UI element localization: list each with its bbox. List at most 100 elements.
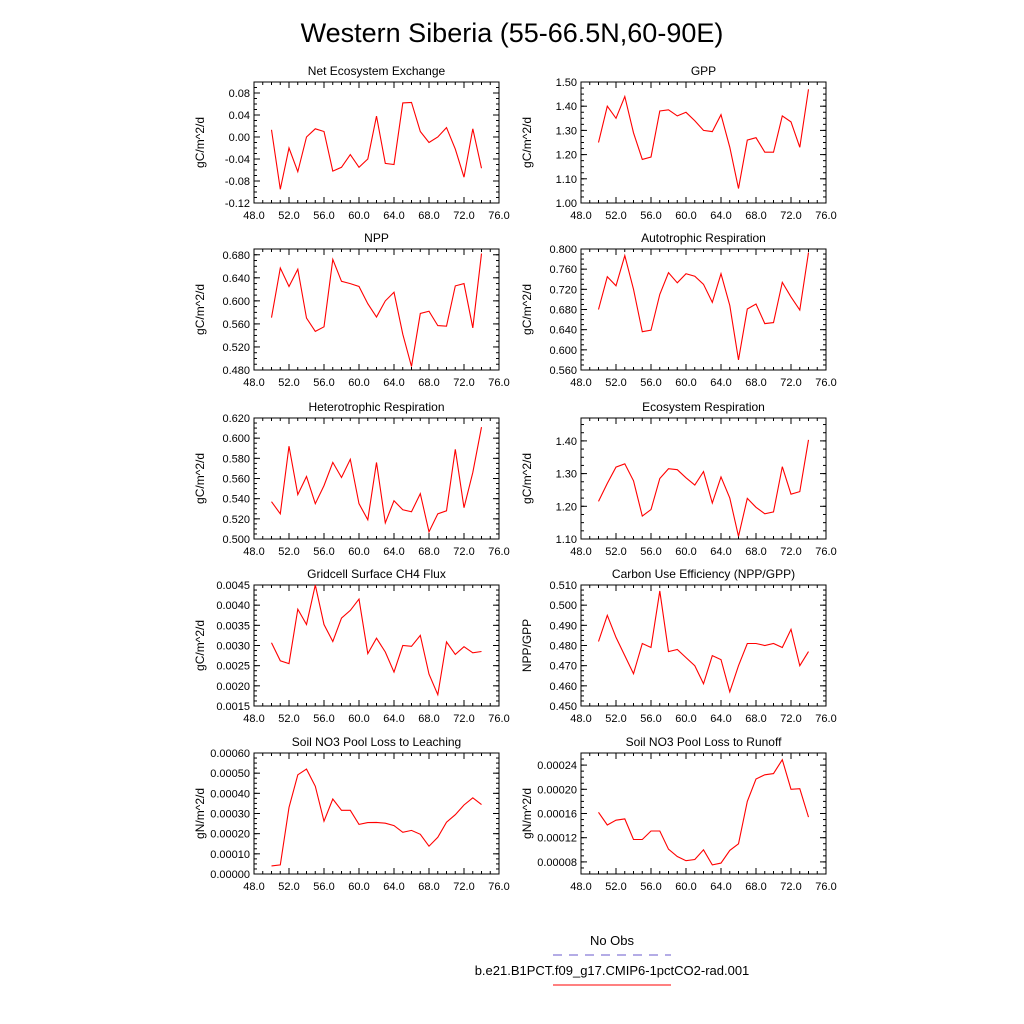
x-tick-label: 52.0 xyxy=(278,210,299,222)
y-tick-label: 0.600 xyxy=(549,345,577,357)
x-tick-label: 60.0 xyxy=(348,210,369,222)
x-tick-label: 52.0 xyxy=(605,377,626,389)
y-tick-label: 0.510 xyxy=(549,580,577,592)
x-tick-label: 52.0 xyxy=(605,210,626,222)
x-tick-label: 64.0 xyxy=(383,210,404,222)
y-tick-label: 0.0045 xyxy=(216,580,250,592)
series-line xyxy=(598,758,810,866)
x-tick-label: 56.0 xyxy=(313,377,334,389)
x-tick-label: 60.0 xyxy=(348,881,369,893)
x-tick-label: 72.0 xyxy=(453,546,474,558)
y-tick-label: 0.00008 xyxy=(537,857,577,869)
y-tick-label: 0.560 xyxy=(549,365,577,377)
y-tick-label: 0.560 xyxy=(222,319,250,331)
y-tick-label: 1.20 xyxy=(556,150,577,162)
x-tick-label: 68.0 xyxy=(745,546,766,558)
legend: No Obs b.e21.B1PCT.f09_g17.CMIP6-1pctCO2… xyxy=(440,928,780,998)
chart-panel-9: Soil NO3 Pool Loss to Runoff gN/m^2/d 48.0… xyxy=(520,735,837,893)
plot-frame xyxy=(253,248,500,371)
chart-panel-4: Heterotrophic Respiration gC/m^2/d 48.0 52.… xyxy=(193,400,510,558)
series-line xyxy=(598,439,810,537)
y-axis-label: NPP/GPP xyxy=(520,619,534,672)
panels: Net Ecosystem Exchange gC/m^2/d 48.0 52.0 56… xyxy=(193,64,837,893)
x-tick-label: 76.0 xyxy=(815,377,836,389)
y-axis-label: gN/m^2/d xyxy=(520,788,534,839)
chart-panel-7: Carbon Use Efficiency (NPP/GPP) NPP/GPP 48… xyxy=(520,567,837,725)
x-tick-label: 48.0 xyxy=(570,881,591,893)
x-tick-label: 48.0 xyxy=(570,210,591,222)
x-tick-label: 56.0 xyxy=(313,713,334,725)
chart-panel-6: Gridcell Surface CH4 Flux gC/m^2/d 48.0 52.… xyxy=(193,567,510,725)
x-tick-label: 60.0 xyxy=(675,377,696,389)
chart-panel-0: Net Ecosystem Exchange gC/m^2/d 48.0 52.0 56… xyxy=(193,64,510,222)
y-tick-label: 0.600 xyxy=(222,433,250,445)
y-tick-label: 0.460 xyxy=(549,681,577,693)
y-tick-label: 1.50 xyxy=(556,77,577,89)
y-tick-label: 0.00050 xyxy=(210,768,250,780)
panel-title: Soil NO3 Pool Loss to Leaching xyxy=(292,735,461,749)
x-tick-label: 48.0 xyxy=(243,210,264,222)
plot-frame xyxy=(253,417,500,540)
legend-label-model: b.e21.B1PCT.f09_g17.CMIP6-1pctCO2-rad.00… xyxy=(475,963,750,978)
x-tick-label: 76.0 xyxy=(815,546,836,558)
x-tick-label: 68.0 xyxy=(418,881,439,893)
y-tick-label: 1.30 xyxy=(556,469,577,481)
plot-frame xyxy=(253,81,500,204)
y-tick-label: 0.00000 xyxy=(210,869,250,881)
y-tick-label: 1.10 xyxy=(556,534,577,546)
y-tick-label: 0.450 xyxy=(549,701,577,713)
y-tick-label: 0.480 xyxy=(549,641,577,653)
x-tick-label: 68.0 xyxy=(745,713,766,725)
x-tick-label: 52.0 xyxy=(605,881,626,893)
panel-title: Heterotrophic Respiration xyxy=(308,400,444,414)
series-line xyxy=(597,89,810,189)
x-tick-label: 76.0 xyxy=(488,546,509,558)
x-tick-label: 48.0 xyxy=(243,377,264,389)
y-tick-label: 0.08 xyxy=(229,88,250,100)
chart-panel-5: Ecosystem Respiration gC/m^2/d 48.0 52.0 56.… xyxy=(520,400,837,558)
x-tick-label: 72.0 xyxy=(780,210,801,222)
y-tick-label: 0.00020 xyxy=(210,829,250,841)
x-tick-label: 72.0 xyxy=(780,377,801,389)
x-tick-label: 60.0 xyxy=(348,546,369,558)
series-line xyxy=(270,253,483,367)
y-tick-label: 0.00016 xyxy=(537,809,577,821)
x-tick-label: 56.0 xyxy=(640,210,661,222)
x-tick-label: 76.0 xyxy=(815,881,836,893)
x-tick-label: 68.0 xyxy=(418,210,439,222)
x-tick-label: 76.0 xyxy=(815,210,836,222)
y-axis-label: gC/m^2/d xyxy=(193,620,207,671)
x-tick-label: 48.0 xyxy=(570,377,591,389)
y-tick-label: 0.500 xyxy=(549,600,577,612)
x-tick-label: 60.0 xyxy=(348,377,369,389)
x-tick-label: 76.0 xyxy=(488,377,509,389)
y-tick-label: 0.600 xyxy=(222,296,250,308)
plot-frame xyxy=(253,584,500,707)
y-tick-label: 0.580 xyxy=(222,453,250,465)
y-tick-label: 0.800 xyxy=(549,244,577,256)
y-tick-label: 1.10 xyxy=(556,174,577,186)
y-tick-label: 0.00030 xyxy=(210,809,250,821)
x-tick-label: 60.0 xyxy=(675,881,696,893)
x-tick-label: 60.0 xyxy=(675,210,696,222)
x-tick-label: 64.0 xyxy=(383,881,404,893)
x-tick-label: 68.0 xyxy=(418,546,439,558)
series-line xyxy=(271,426,483,534)
x-tick-label: 52.0 xyxy=(605,713,626,725)
x-tick-label: 48.0 xyxy=(570,546,591,558)
y-tick-label: 0.00024 xyxy=(537,760,577,772)
x-tick-label: 68.0 xyxy=(745,881,766,893)
y-tick-label: 0.470 xyxy=(549,661,577,673)
y-tick-label: 1.40 xyxy=(556,436,577,448)
y-tick-label: -0.08 xyxy=(225,176,250,188)
y-tick-label: 0.0040 xyxy=(216,600,250,612)
x-tick-label: 56.0 xyxy=(313,546,334,558)
y-tick-label: 0.490 xyxy=(549,620,577,632)
panel-title: GPP xyxy=(691,64,716,78)
y-tick-label: 0.00010 xyxy=(210,849,250,861)
y-tick-label: 0.00020 xyxy=(537,784,577,796)
x-tick-label: 64.0 xyxy=(383,546,404,558)
series-line xyxy=(270,101,483,190)
x-tick-label: 64.0 xyxy=(710,210,731,222)
